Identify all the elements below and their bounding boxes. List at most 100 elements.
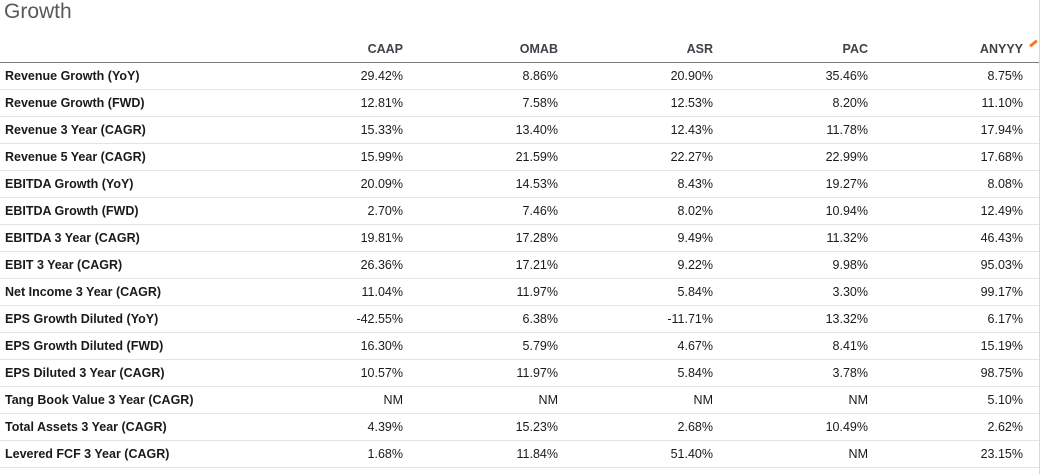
- cell-value: 5.10%: [987, 393, 1023, 407]
- cell-value: -11.71%: [667, 312, 713, 326]
- cell-value: 11.32%: [826, 231, 868, 245]
- cell-value: 17.94%: [980, 123, 1023, 137]
- cell-value: 11.97%: [516, 366, 558, 380]
- table-header-row: CAAP OMAB ASR PAC ANYYY: [0, 36, 1040, 63]
- cell-value: 5.84%: [677, 285, 713, 299]
- cell-value: 5.79%: [522, 339, 558, 353]
- cell-value: 6.38%: [522, 312, 558, 326]
- metric-label: EBITDA Growth (FWD): [5, 204, 139, 218]
- cell-value: NM: [693, 393, 713, 407]
- cell-value: 13.32%: [825, 312, 868, 326]
- cell-value: 19.27%: [825, 177, 868, 191]
- cell-value: 8.75%: [987, 69, 1023, 83]
- cell-value: NM: [538, 393, 558, 407]
- cell-value: 8.41%: [832, 339, 868, 353]
- metric-label: Revenue Growth (YoY): [5, 69, 140, 83]
- cell-value: 7.58%: [522, 96, 558, 110]
- metric-label: Net Income 3 Year (CAGR): [5, 285, 162, 299]
- table-row: Total Assets 3 Year (CAGR) 4.39% 15.23% 2.6…: [0, 414, 1040, 441]
- cell-value: 3.30%: [832, 285, 868, 299]
- cell-value: 22.99%: [825, 150, 868, 164]
- cell-value: 11.97%: [516, 285, 558, 299]
- cell-value: 9.98%: [832, 258, 868, 272]
- table-row: EPS Growth Diluted (FWD) 16.30% 5.79% 4.67%…: [0, 333, 1040, 360]
- table-row: Levered FCF 3 Year (CAGR) 1.68% 11.84% 51.4…: [0, 441, 1040, 468]
- column-header-caap[interactable]: CAAP: [367, 42, 403, 56]
- metric-label: EPS Growth Diluted (YoY): [5, 312, 159, 326]
- cell-value: 29.42%: [360, 69, 403, 83]
- column-header-anyyy[interactable]: ANYYY: [979, 42, 1023, 56]
- cell-value: 8.86%: [522, 69, 558, 83]
- table-row: EPS Diluted 3 Year (CAGR) 10.57% 11.97% 5.8…: [0, 360, 1040, 387]
- growth-table: CAAP OMAB ASR PAC ANYYY Revenue Growth (YoY)…: [0, 36, 1040, 468]
- table-row: Revenue 5 Year (CAGR) 15.99% 21.59% 22.27% 2…: [0, 144, 1040, 171]
- cell-value: 16.30%: [360, 339, 403, 353]
- cell-value: 12.81%: [360, 96, 403, 110]
- table-row: Revenue Growth (YoY) 29.42% 8.86% 20.90% 35.…: [0, 63, 1040, 90]
- cell-value: -42.55%: [356, 312, 403, 326]
- cell-value: 22.27%: [670, 150, 713, 164]
- cell-value: 17.68%: [980, 150, 1023, 164]
- column-header-pac[interactable]: PAC: [842, 42, 868, 56]
- cell-value: 13.40%: [515, 123, 558, 137]
- cell-value: 2.62%: [987, 420, 1023, 434]
- cell-value: 8.08%: [987, 177, 1023, 191]
- cell-value: 98.75%: [980, 366, 1023, 380]
- cell-value: 51.40%: [670, 447, 713, 461]
- cell-value: 15.33%: [360, 123, 403, 137]
- cell-value: 11.84%: [516, 447, 558, 461]
- cell-value: 9.22%: [677, 258, 713, 272]
- cell-value: 17.28%: [515, 231, 558, 245]
- metric-label: Revenue 3 Year (CAGR): [5, 123, 146, 137]
- cell-value: 8.20%: [832, 96, 868, 110]
- table-row: Revenue 3 Year (CAGR) 15.33% 13.40% 12.43% 1…: [0, 117, 1040, 144]
- cell-value: 4.39%: [367, 420, 403, 434]
- table-body: Revenue Growth (YoY) 29.42% 8.86% 20.90% 35.…: [0, 63, 1040, 468]
- cell-value: 2.68%: [677, 420, 713, 434]
- cell-value: 21.59%: [515, 150, 558, 164]
- cell-value: 15.99%: [360, 150, 403, 164]
- metric-label: EPS Growth Diluted (FWD): [5, 339, 164, 353]
- metric-label: Tang Book Value 3 Year (CAGR): [5, 393, 194, 407]
- metric-label: Revenue 5 Year (CAGR): [5, 150, 146, 164]
- column-header-asr[interactable]: ASR: [686, 42, 713, 56]
- column-header-omab[interactable]: OMAB: [519, 42, 558, 56]
- cell-value: 2.70%: [367, 204, 403, 218]
- cell-value: 10.49%: [825, 420, 868, 434]
- cell-value: 20.90%: [670, 69, 713, 83]
- table-row: Revenue Growth (FWD) 12.81% 7.58% 12.53% 8.2…: [0, 90, 1040, 117]
- cell-value: 9.49%: [677, 231, 713, 245]
- cell-value: 99.17%: [980, 285, 1023, 299]
- table-row: EBITDA Growth (YoY) 20.09% 14.53% 8.43% 19.2…: [0, 171, 1040, 198]
- cell-value: NM: [848, 393, 868, 407]
- cell-value: 4.67%: [677, 339, 713, 353]
- cell-value: 35.46%: [825, 69, 868, 83]
- cell-value: 46.43%: [980, 231, 1023, 245]
- cell-value: 3.78%: [832, 366, 868, 380]
- cell-value: 12.49%: [980, 204, 1023, 218]
- cell-value: 11.78%: [826, 123, 868, 137]
- cell-value: 11.04%: [361, 285, 403, 299]
- cell-value: NM: [848, 447, 868, 461]
- table-right-border: [1039, 0, 1040, 474]
- cell-value: 95.03%: [980, 258, 1023, 272]
- cell-value: 8.43%: [677, 177, 713, 191]
- cell-value: 17.21%: [515, 258, 558, 272]
- cell-value: 20.09%: [360, 177, 403, 191]
- table-row: EBIT 3 Year (CAGR) 26.36% 17.21% 9.22% 9.98%…: [0, 252, 1040, 279]
- cell-value: 12.43%: [670, 123, 713, 137]
- table-row: Net Income 3 Year (CAGR) 11.04% 11.97% 5.84…: [0, 279, 1040, 306]
- cell-value: 1.68%: [367, 447, 403, 461]
- metric-label: EPS Diluted 3 Year (CAGR): [5, 366, 165, 380]
- cell-value: 15.23%: [515, 420, 558, 434]
- page-title: Growth: [4, 0, 72, 23]
- metric-label: Levered FCF 3 Year (CAGR): [5, 447, 170, 461]
- cell-value: 26.36%: [360, 258, 403, 272]
- table-row: EPS Growth Diluted (YoY) -42.55% 6.38% -11.…: [0, 306, 1040, 333]
- cell-value: 23.15%: [980, 447, 1023, 461]
- table-row: Tang Book Value 3 Year (CAGR) NM NM NM NM 5.1…: [0, 387, 1040, 414]
- metric-label: EBITDA Growth (YoY): [5, 177, 134, 191]
- cell-value: 19.81%: [360, 231, 403, 245]
- cell-value: 14.53%: [515, 177, 558, 191]
